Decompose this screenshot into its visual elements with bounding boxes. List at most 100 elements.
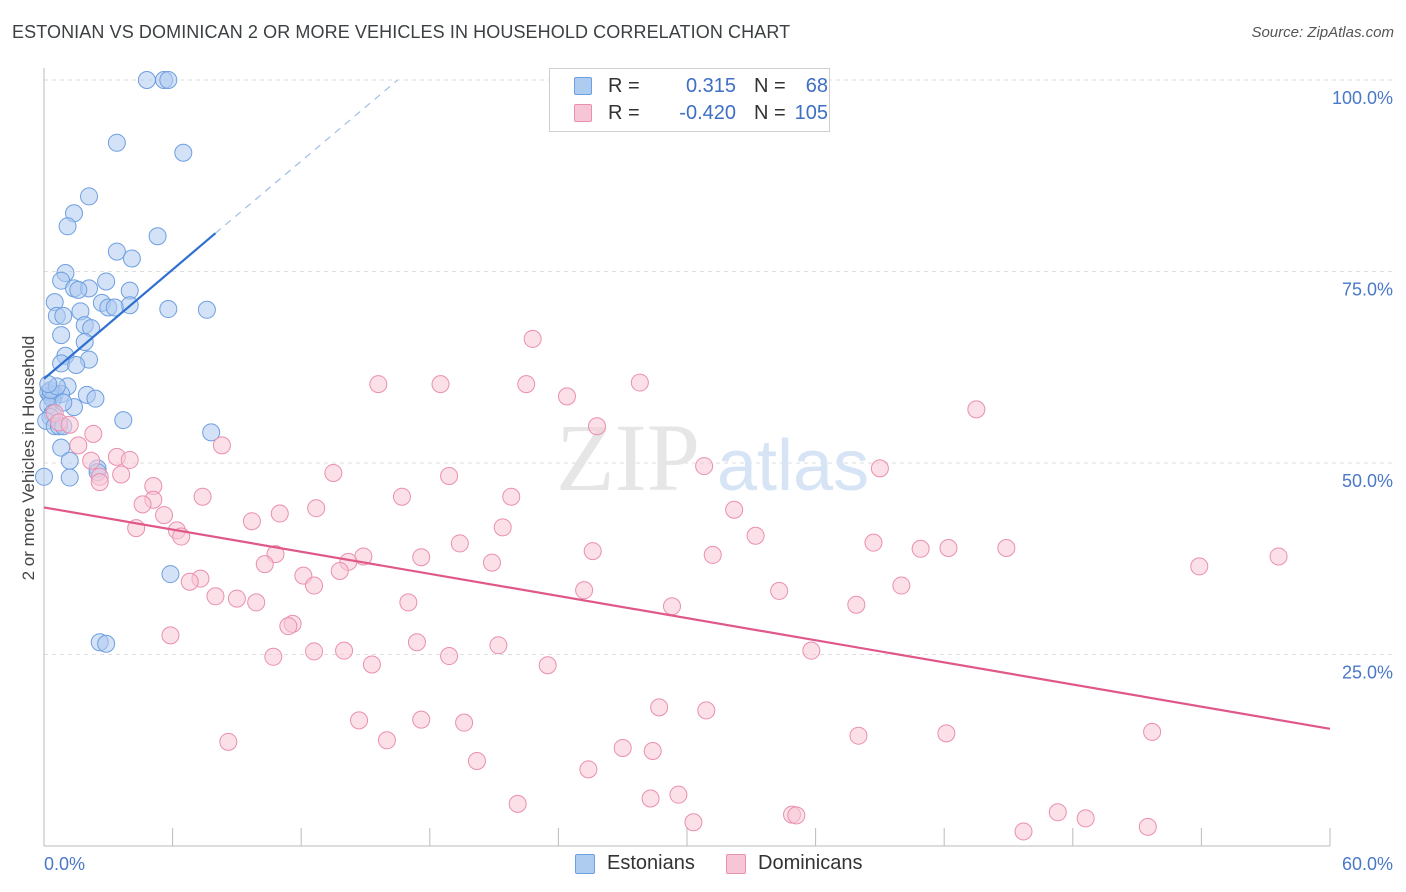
dominicans-point [517,375,536,394]
stats-legend: R = 0.315 N = 68 R = -0.420 N = 105 [549,68,830,132]
estonians-point [80,187,99,206]
estonians-point [202,423,221,442]
dominicans-point [307,499,326,518]
y-tick-label: 50.0% [1342,471,1393,491]
dominicans-point [193,487,212,506]
dominicans-point [613,738,632,757]
dominicans-point [467,751,486,770]
estonians-point [52,326,71,345]
dominicans-point [305,642,324,661]
dominicans-point [431,375,450,394]
dominicans-point [455,713,474,732]
dominicans-point [1014,822,1033,841]
dominicans-point [255,555,274,574]
dominicans-point [587,417,606,436]
dominicans-point [939,539,958,558]
watermark-zip: ZIP [556,404,700,511]
estonians-point [107,133,126,152]
dominicans-point [1269,547,1288,566]
chart-title: ESTONIAN VS DOMINICAN 2 OR MORE VEHICLES… [12,22,791,42]
dominicans-point [847,595,866,614]
dominicans-point [523,329,542,348]
dominicans-point [937,724,956,743]
dominicans-point [242,512,261,531]
dominicans-point [155,506,174,525]
x-tick-label-max: 60.0% [1342,854,1393,874]
dominicans-point [538,656,557,675]
dominicans-point [489,636,508,655]
dominicans-point [641,789,660,808]
estonians-point [67,355,86,374]
y-tick-label: 25.0% [1342,663,1393,683]
dominicans-point [579,760,598,779]
dominicans-point [911,539,930,558]
legend-n-value-dominicans: 105 [794,102,828,124]
dominicans-legend-swatch [726,854,746,874]
dominicans-point [746,526,765,545]
dominicans-point [180,572,199,591]
dominicans-point [247,593,266,612]
estonians-trend-line [43,232,217,380]
dominicans-point [849,726,868,745]
dominicans-point [583,542,602,561]
dominicans-point [133,495,152,514]
dominicans-point [219,732,238,751]
estonians-point [161,565,180,584]
dominicans-point [482,553,501,572]
dominicans-point [557,387,576,406]
legend-r-value-dominicans: -0.420 [679,102,736,124]
dominicans-point [369,375,388,394]
dominicans-point [350,711,369,730]
dominicans-point [1048,803,1067,822]
dominicans-trend-line [43,506,1331,730]
estonians-point [35,467,53,486]
dominicans-point [377,731,396,750]
estonians-point [75,332,94,351]
dominicans-point [412,548,431,567]
dominicans-point [212,436,231,455]
legend-r-label: R = [608,75,640,97]
dominicans-point [279,617,298,636]
dominicans-legend-label: Dominicans [758,852,863,874]
estonians-point [105,298,124,317]
estonians-point [54,306,73,325]
dominicans-point [787,806,806,825]
dominicans-point [335,641,354,660]
dominicans-point [399,593,418,612]
estonians-point [174,143,193,162]
dominicans-point [227,589,246,608]
dominicans-point [440,647,459,666]
y-tick-labels: 25.0% 50.0% 75.0% 100.0% [1332,88,1393,683]
dominicans-point [662,597,681,616]
x-tick-label-min: 0.0% [44,854,85,874]
dominicans-point [450,534,469,553]
dominicans-point [84,424,103,443]
dominicans-point [82,451,101,470]
estonians-point [122,249,141,268]
dominicans-point [1190,557,1209,576]
legend-n-value-estonians: 68 [805,75,828,97]
x-ticks [43,828,1331,846]
dominicans-point [412,710,431,729]
dominicans-point [1076,809,1095,828]
legend-n-label: N = [754,75,786,97]
dominicans-point [1138,817,1157,836]
dominicans-point [703,545,722,564]
dominicans-point [802,641,821,660]
dominicans-point [362,655,381,674]
estonians-point [148,227,167,246]
dominicans-point [650,698,669,717]
dominicans-points [45,329,1288,841]
dominicans-point [60,415,79,434]
estonians-swatch [574,77,592,95]
y-tick-label: 100.0% [1332,88,1393,108]
trend-lines [43,79,1331,730]
dominicans-point [330,562,349,581]
dominicans-point [695,457,714,476]
y-tick-label: 75.0% [1342,280,1393,300]
legend-r-label: R = [608,102,640,124]
estonians-legend-swatch [575,854,595,874]
dominicans-point [440,467,459,486]
estonians-point [97,272,116,291]
